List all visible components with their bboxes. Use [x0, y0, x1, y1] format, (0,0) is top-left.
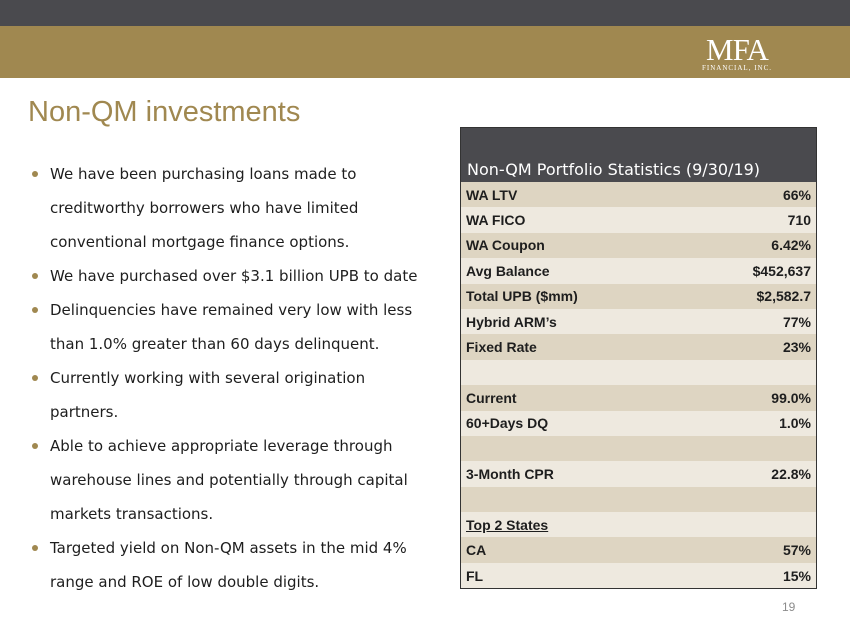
slide-title: Non-QM investments: [28, 96, 301, 128]
row-label: Total UPB ($mm): [466, 288, 578, 305]
table-row: Avg Balance $452,637: [461, 258, 816, 284]
row-label: Current: [466, 389, 517, 406]
table-row: Total UPB ($mm) $2,582.7: [461, 283, 816, 309]
row-label: WA Coupon: [466, 237, 545, 254]
table-row: [461, 486, 816, 513]
row-value: 99.0%: [771, 389, 811, 406]
top-bar: [0, 0, 850, 26]
portfolio-statistics-table: Non-QM Portfolio Statistics (9/30/19) WA…: [460, 127, 817, 590]
table-row: Hybrid ARM’s 77%: [461, 308, 816, 335]
table-row: [461, 359, 816, 386]
table-row: 3-Month CPR 22.8%: [461, 461, 816, 487]
row-label: WA FICO: [466, 212, 526, 229]
row-label: 3-Month CPR: [466, 465, 554, 482]
row-value: 6.42%: [771, 237, 811, 254]
bullet-list: We have been purchasing loans made to cr…: [30, 157, 430, 599]
row-value: $2,582.7: [756, 288, 812, 305]
row-label: Hybrid ARM’s: [466, 313, 557, 330]
row-value: 77%: [782, 313, 811, 330]
bullet-item: We have been purchasing loans made to cr…: [30, 157, 430, 259]
row-label: WA LTV: [466, 186, 518, 203]
bullet-item: Delinquencies have remained very low wit…: [30, 293, 430, 361]
logo-mark: MFA: [706, 32, 769, 67]
page-number: 19: [782, 600, 796, 614]
row-value: 1.0%: [779, 415, 811, 432]
row-label: 60+Days DQ: [466, 415, 549, 432]
table-row: WA Coupon 6.42%: [461, 232, 816, 259]
table-row: WA FICO 710: [461, 207, 816, 233]
logo-subtitle: FINANCIAL, INC.: [701, 64, 773, 72]
bullet-item: Able to achieve appropriate leverage thr…: [30, 429, 430, 531]
row-value: 57%: [782, 542, 811, 559]
row-value: 23%: [782, 339, 811, 356]
row-label: Avg Balance: [466, 262, 550, 279]
table-row: Top 2 States: [461, 512, 816, 538]
table-row: [461, 435, 816, 462]
bullet-item: Targeted yield on Non-QM assets in the m…: [30, 531, 430, 599]
row-value: 15%: [782, 567, 811, 584]
table-row: Fixed Rate 23%: [461, 334, 816, 360]
row-label: Fixed Rate: [466, 339, 537, 356]
row-value: $452,637: [752, 262, 811, 279]
table-row: WA LTV 66%: [461, 182, 816, 208]
table-row: Current 99.0%: [461, 385, 816, 411]
row-value: 66%: [782, 186, 811, 203]
row-value: 710: [787, 212, 811, 229]
table-row: CA 57%: [461, 537, 816, 563]
bullet-item: We have purchased over $3.1 billion UPB …: [30, 259, 430, 293]
row-value: 22.8%: [771, 465, 811, 482]
header-band: [0, 26, 850, 78]
row-label: FL: [466, 567, 484, 584]
table-header: Non-QM Portfolio Statistics (9/30/19): [461, 128, 816, 182]
table-row: FL 15%: [461, 562, 816, 589]
bullet-item: Currently working with several originati…: [30, 361, 430, 429]
row-label: Top 2 States: [466, 516, 549, 533]
row-label: CA: [466, 542, 487, 559]
table-row: 60+Days DQ 1.0%: [461, 410, 816, 436]
mfa-logo: MFA FINANCIAL, INC.: [692, 34, 782, 74]
